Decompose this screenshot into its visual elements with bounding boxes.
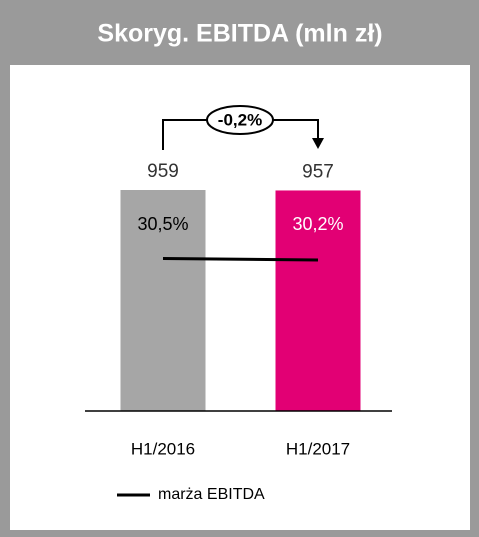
bar <box>120 190 206 411</box>
annotation: -0,2% <box>218 110 262 129</box>
legend-label: marża EBITDA <box>158 486 265 503</box>
value-label: 959 <box>147 161 179 182</box>
annotation-oval <box>206 105 274 135</box>
x-tick-label: H1/2017 <box>286 439 350 458</box>
change-bracket <box>162 119 319 150</box>
x-tick-label: H1/2016 <box>131 439 195 458</box>
arrow-head <box>312 138 324 149</box>
margin-label: 30,2% <box>292 214 343 234</box>
panel <box>10 65 470 530</box>
bar <box>275 190 361 411</box>
value-label: 957 <box>302 161 334 182</box>
chart-title: Skoryg. EBITDA (mln zł) <box>97 20 382 48</box>
margin-label: 30,5% <box>137 214 188 234</box>
margin-line <box>162 257 319 262</box>
